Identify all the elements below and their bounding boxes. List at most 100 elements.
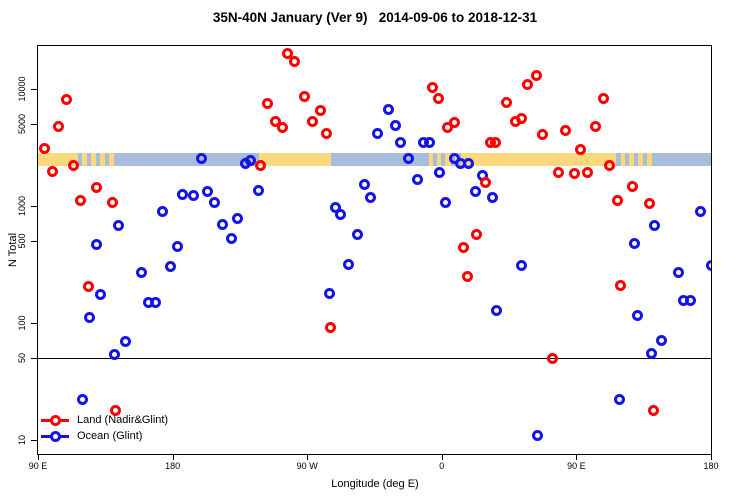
- x-axis-label: Longitude (deg E): [331, 478, 419, 490]
- data-point-ocean: [208, 197, 220, 209]
- data-point-land: [448, 117, 460, 129]
- map-band-land-segment: [461, 152, 617, 166]
- data-point-land: [38, 143, 50, 154]
- data-point-land: [568, 168, 580, 180]
- data-point-ocean: [412, 173, 424, 185]
- data-point-ocean: [232, 213, 244, 225]
- x-axis-tick: [172, 454, 174, 460]
- y-tick-label: 1000: [17, 195, 27, 217]
- plot-clip-region: [38, 46, 711, 454]
- map-band-ocean-segment: [95, 152, 101, 166]
- x-tick-label: 90 E: [567, 461, 586, 471]
- data-point-land: [612, 194, 624, 206]
- data-point-ocean: [614, 394, 626, 406]
- data-point-land: [298, 90, 310, 102]
- data-point-land: [75, 194, 87, 206]
- data-point-ocean: [403, 153, 415, 165]
- x-tick-label: 0: [439, 461, 445, 471]
- data-point-land: [53, 120, 65, 132]
- data-point-ocean: [705, 260, 711, 271]
- legend-label-ocean: Ocean (Glint): [77, 430, 143, 442]
- data-point-ocean: [83, 312, 95, 324]
- data-point-land: [90, 181, 102, 193]
- data-point-land: [289, 55, 301, 67]
- land-series-ring-icon: [49, 414, 61, 426]
- chart-legend: Land (Nadir&Glint) Ocean (Glint): [41, 412, 168, 444]
- data-point-ocean: [323, 287, 335, 299]
- data-point-ocean: [486, 192, 498, 204]
- map-band-ocean-segment: [633, 152, 639, 166]
- data-point-ocean: [352, 228, 364, 240]
- legend-entry-land: Land (Nadir&Glint): [41, 412, 168, 428]
- x-axis-tick: [307, 454, 309, 460]
- data-point-land: [433, 92, 445, 104]
- data-point-land: [82, 281, 94, 293]
- data-point-ocean: [515, 260, 527, 271]
- y-tick-label: 5000: [17, 114, 27, 135]
- data-point-ocean: [440, 197, 452, 209]
- data-point-ocean: [196, 153, 208, 165]
- data-point-land: [61, 93, 73, 105]
- chart-title: 35N-40N January (Ver 9) 2014-09-06 to 20…: [212, 10, 538, 25]
- data-point-land: [107, 197, 119, 209]
- data-point-land: [553, 166, 565, 178]
- data-point-land: [262, 98, 274, 110]
- data-point-ocean: [395, 137, 407, 149]
- data-point-land: [500, 97, 512, 109]
- data-point-ocean: [463, 158, 475, 170]
- map-band-ocean-segment: [104, 152, 110, 166]
- data-point-land: [560, 125, 572, 137]
- data-point-land: [462, 270, 474, 282]
- data-point-ocean: [423, 136, 435, 148]
- y-axis-tick: [31, 358, 37, 360]
- y-axis-tick: [31, 206, 37, 207]
- data-point-ocean: [372, 128, 384, 140]
- data-point-land: [603, 159, 615, 171]
- data-point-land: [314, 104, 326, 116]
- data-point-ocean: [252, 185, 264, 197]
- y-axis-tick: [31, 89, 37, 90]
- ocean-series-marker-icon: [41, 430, 69, 442]
- data-point-land: [427, 81, 439, 93]
- data-point-land: [582, 166, 594, 178]
- data-point-ocean: [202, 185, 214, 197]
- data-point-ocean: [136, 267, 148, 279]
- map-band-ocean-segment: [651, 152, 711, 166]
- data-point-land: [282, 48, 294, 60]
- data-point-land: [470, 229, 482, 241]
- x-axis-tick: [576, 454, 578, 460]
- data-point-land: [522, 78, 534, 90]
- map-band-land-segment: [428, 152, 433, 166]
- data-point-ocean: [217, 218, 229, 230]
- data-point-land: [647, 404, 659, 416]
- data-point-ocean: [491, 305, 503, 317]
- data-point-land: [597, 93, 609, 105]
- data-point-land: [515, 113, 527, 125]
- ocean-series-ring-icon: [49, 430, 61, 442]
- data-point-land: [589, 120, 601, 132]
- data-point-land: [307, 115, 319, 127]
- map-band-ocean-segment: [77, 152, 83, 166]
- y-tick-label: 50: [17, 353, 27, 364]
- data-point-land: [457, 242, 469, 254]
- data-point-land: [547, 352, 559, 364]
- data-point-ocean: [684, 294, 696, 306]
- y-axis-tick: [31, 241, 37, 243]
- data-point-land: [325, 322, 337, 334]
- data-point-ocean: [172, 241, 184, 253]
- data-point-land: [530, 70, 542, 82]
- x-tick-label: 90 E: [28, 461, 48, 471]
- data-point-ocean: [157, 205, 169, 217]
- data-point-land: [575, 143, 587, 155]
- data-point-ocean: [150, 296, 162, 308]
- data-point-ocean: [358, 178, 370, 190]
- data-point-ocean: [329, 201, 341, 213]
- data-point-land: [537, 128, 549, 140]
- data-point-ocean: [335, 208, 347, 220]
- data-point-land: [255, 160, 267, 172]
- data-point-ocean: [177, 189, 189, 201]
- data-point-ocean: [389, 119, 401, 131]
- map-band-ocean-segment: [616, 152, 621, 166]
- map-band-land-segment: [259, 152, 331, 166]
- map-band-ocean-segment: [86, 152, 92, 166]
